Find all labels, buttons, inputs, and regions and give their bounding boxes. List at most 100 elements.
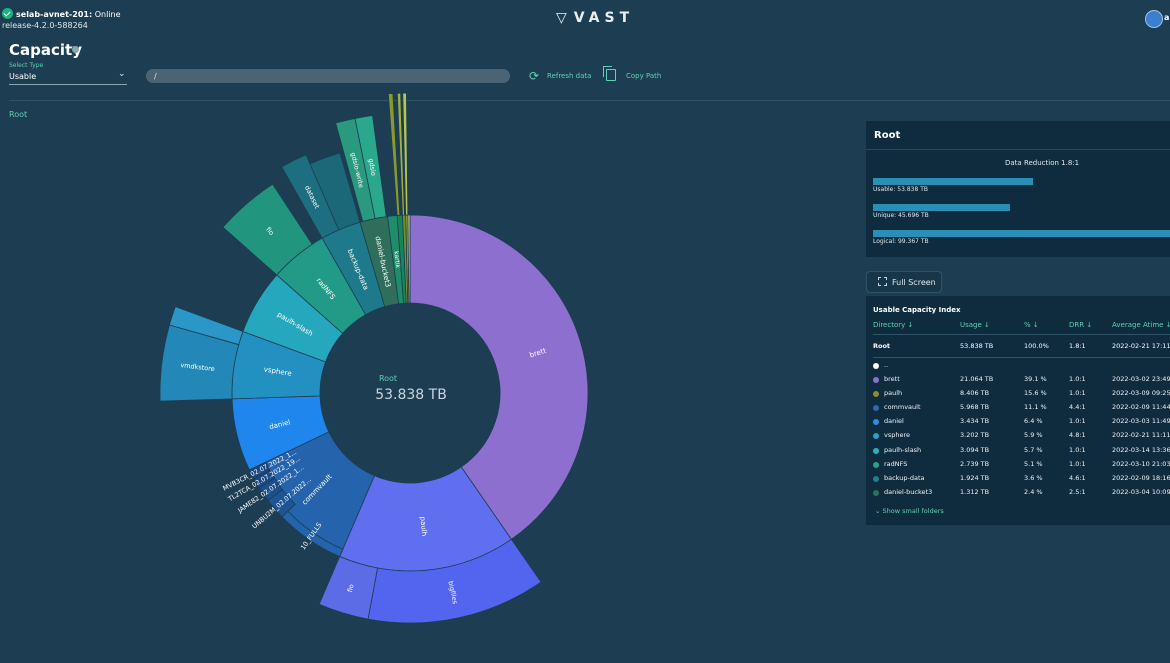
refresh-data-button[interactable]: Refresh data xyxy=(547,72,592,80)
sunburst-segment-brett[interactable] xyxy=(409,214,589,540)
vast-logo-mark-icon: ▽ xyxy=(556,10,572,26)
row-pct: 5.7 % xyxy=(1024,445,1043,454)
capacity-sunburst[interactable]: brettpaulhcommvaultdanielvspherepaulh-sl… xyxy=(150,92,590,658)
row-pct: 3.6 % xyxy=(1024,473,1043,482)
full-screen-button[interactable] xyxy=(866,271,942,293)
sunburst-child-segment[interactable] xyxy=(318,555,378,620)
row-drr: 4.6:1 xyxy=(1069,473,1086,482)
directory-color-dot-icon xyxy=(873,405,879,412)
sunburst-child-segment[interactable] xyxy=(309,152,361,231)
root-row-name[interactable]: Root xyxy=(873,342,891,350)
online-check-icon xyxy=(2,8,13,19)
row-name[interactable]: daniel xyxy=(884,417,904,426)
parent-directory-link[interactable]: .. xyxy=(884,361,889,369)
column-directory[interactable]: Directory ↓ xyxy=(873,321,914,329)
page-title: Capacity xyxy=(9,41,82,59)
row-name[interactable]: paulh-slash xyxy=(884,445,922,454)
row-name[interactable]: radNFS xyxy=(884,459,908,468)
directory-color-dot-icon xyxy=(873,461,879,468)
row-name[interactable]: backup-data xyxy=(884,473,925,482)
root-row-percent: 100.0% xyxy=(1024,342,1049,350)
row-name[interactable]: paulh xyxy=(884,389,903,398)
chevron-down-icon[interactable]: ⌄ xyxy=(118,69,126,79)
copy-icon[interactable] xyxy=(603,66,616,81)
sunburst-child-segment[interactable] xyxy=(387,93,401,216)
release-version: release-4.2.0-588264 xyxy=(2,21,88,30)
row-pct: 2.4 % xyxy=(1024,487,1043,496)
fullscreen-icon[interactable] xyxy=(878,277,887,286)
row-drr: 1.0:1 xyxy=(1069,445,1086,454)
refresh-icon[interactable]: ⟳ xyxy=(529,69,540,83)
sunburst-child-segment[interactable] xyxy=(222,183,313,276)
row-atime: 2022-02-09 18:16 xyxy=(1112,473,1170,482)
user-name[interactable]: a xyxy=(1164,13,1170,22)
path-input[interactable] xyxy=(146,69,510,83)
row-usage: 3.434 TB xyxy=(960,417,990,426)
column-drr[interactable]: DRR ↓ xyxy=(1069,321,1093,329)
user-avatar[interactable] xyxy=(1145,10,1163,28)
header-divider xyxy=(9,100,1170,101)
row-pct: 11.1 % xyxy=(1024,403,1047,412)
directory-color-dot-icon xyxy=(873,391,879,398)
sunburst-child-segment[interactable] xyxy=(354,115,387,219)
row-drr: 1.0:1 xyxy=(1069,389,1086,398)
data-reduction-label: Data Reduction 1.8:1 xyxy=(1005,159,1080,167)
root-row-divider xyxy=(873,357,1170,358)
parent-dot-icon xyxy=(873,363,879,369)
show-small-folders-label[interactable]: Show small folders xyxy=(882,507,944,515)
sunburst-child-segment[interactable] xyxy=(402,92,409,216)
row-drr: 1.0:1 xyxy=(1069,459,1086,468)
row-pct: 15.6 % xyxy=(1024,389,1047,398)
index-title: Usable Capacity Index xyxy=(873,306,961,314)
root-row-usage: 53.838 TB xyxy=(960,342,994,350)
directory-color-dot-icon xyxy=(873,489,879,496)
usable-bar xyxy=(873,178,1034,185)
sunburst-child-segment[interactable] xyxy=(168,306,244,346)
column-percent[interactable]: % ↓ xyxy=(1024,321,1039,329)
show-small-folders-link[interactable]: ⌄ Show small folders xyxy=(875,507,944,515)
logical-bar xyxy=(873,230,1170,237)
vast-logo: ▽ VAST xyxy=(556,10,634,26)
unique-bar xyxy=(873,204,1010,211)
row-atime: 2022-03-14 13:36 xyxy=(1112,445,1170,454)
row-pct: 6.4 % xyxy=(1024,417,1043,426)
top-bar: selab-avnet-201: Online release-4.2.0-58… xyxy=(0,0,1170,36)
usable-label: Usable: 53.838 TB xyxy=(873,186,928,193)
info-icon[interactable] xyxy=(72,46,79,53)
row-name[interactable]: brett xyxy=(884,375,900,383)
row-name[interactable]: daniel-bucket3 xyxy=(884,487,933,496)
row-name[interactable]: vsphere xyxy=(884,431,911,440)
select-type-value[interactable]: Usable xyxy=(9,72,37,81)
row-drr: 4.8:1 xyxy=(1069,431,1086,440)
row-usage: 5.968 TB xyxy=(960,403,990,412)
breadcrumb[interactable]: Root xyxy=(9,110,28,119)
sunburst-segment-small[interactable] xyxy=(407,214,411,304)
sunburst-label: kartik xyxy=(392,251,401,269)
sunburst-label: fio xyxy=(346,583,356,593)
center-value: 53.838 TB xyxy=(375,387,447,403)
root-card-title: Root xyxy=(874,130,901,141)
sunburst-label: paulh xyxy=(418,516,428,536)
row-usage: 1.312 TB xyxy=(960,487,990,496)
select-type-underline xyxy=(9,84,127,85)
column-average-atime[interactable]: Average Atime ↓ xyxy=(1112,321,1170,329)
column-usage[interactable]: Usage ↓ xyxy=(960,321,990,329)
sunburst-child-segment[interactable] xyxy=(248,461,271,480)
row-name[interactable]: commvault xyxy=(884,403,921,412)
sunburst-label: gdsio xyxy=(367,158,378,177)
root-row-drr: 1.8:1 xyxy=(1069,342,1086,350)
row-usage: 1.924 TB xyxy=(960,473,990,482)
full-screen-label[interactable]: Full Screen xyxy=(892,278,936,287)
row-atime: 2022-03-02 23:49 xyxy=(1112,375,1170,383)
row-pct: 5.1 % xyxy=(1024,459,1043,468)
logo-text: VAST xyxy=(573,10,635,26)
logical-label: Logical: 99.367 TB xyxy=(873,238,929,245)
row-pct: 39.1 % xyxy=(1024,375,1047,383)
directory-color-dot-icon xyxy=(873,475,879,482)
row-atime: 2022-03-03 11:49 xyxy=(1112,417,1170,426)
sunburst-child-segment[interactable] xyxy=(396,92,405,216)
copy-path-button[interactable]: Copy Path xyxy=(626,72,662,80)
root-row-atime: 2022-02-21 17:11 xyxy=(1112,342,1170,350)
row-atime: 2022-03-10 21:03 xyxy=(1112,459,1170,468)
row-drr: 1.0:1 xyxy=(1069,375,1086,383)
